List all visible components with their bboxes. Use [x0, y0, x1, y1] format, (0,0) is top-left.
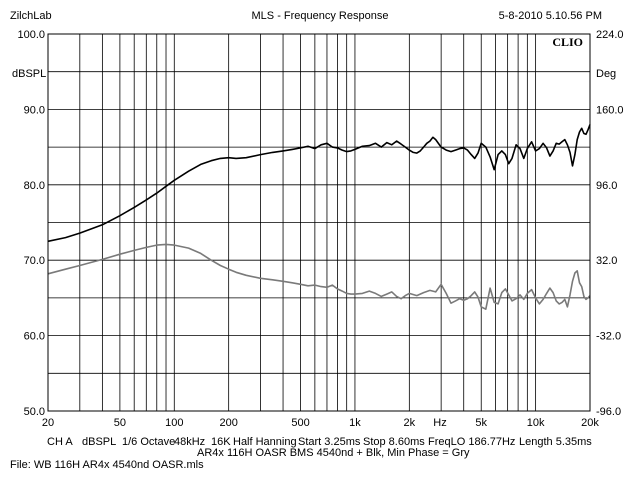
footer-size: 16K: [211, 436, 231, 448]
brand-label: ZilchLab: [10, 10, 52, 22]
x-tick-label: 500: [291, 417, 309, 429]
footer-window: Half Hanning: [233, 436, 297, 448]
timestamp-label: 5-8-2010 5.10.56 PM: [498, 10, 602, 22]
y-axis-label: dBSPL: [12, 68, 46, 80]
y2-tick-label: -32.0: [596, 331, 621, 343]
y2-axis-label: Deg: [596, 68, 616, 80]
footer-stop: Stop 8.60ms: [363, 436, 425, 448]
x-tick-label: 20: [42, 417, 54, 429]
x-tick-label: 100: [165, 417, 183, 429]
footer-rate: 48kHz: [174, 436, 206, 448]
y2-tick-label: 160.0: [596, 104, 624, 116]
x-tick-label: 20k: [581, 417, 599, 429]
series-magnitude-line: [47, 124, 591, 243]
series-min-phase-line: [47, 243, 591, 311]
y2-tick-label: 32.0: [596, 255, 617, 267]
y-tick-label: 80.0: [24, 180, 45, 192]
footer-length: Length 5.35ms: [519, 436, 592, 448]
x-unit-label: Hz: [433, 417, 446, 429]
x-tick-label: 200: [219, 417, 237, 429]
footer-start: Start 3.25ms: [298, 436, 361, 448]
y-tick-label: 100.0: [17, 29, 45, 41]
x-tick-label: 10k: [527, 417, 545, 429]
y-tick-label: 90.0: [24, 104, 45, 116]
footer-comment: AR4x 116H OASR BMS 4540nd + Blk, Min Pha…: [197, 447, 470, 459]
chart-title: MLS - Frequency Response: [251, 10, 389, 22]
footer-unit: dBSPL: [82, 436, 117, 448]
y2-tick-label: -96.0: [596, 406, 621, 418]
footer-file: File: WB 116H AR4x 4540nd OASR.mls: [10, 459, 204, 471]
y-tick-label: 70.0: [24, 255, 45, 267]
x-tick-label: 5k: [475, 417, 487, 429]
y2-tick-label: 224.0: [596, 29, 624, 41]
y-tick-label: 50.0: [24, 406, 45, 418]
chart-tick-labels: 20 50 100 200 500 1k 2k 5k 10k 20k 50.0 60.0 70.0 80.…: [17, 29, 623, 429]
chart-series: [47, 124, 591, 311]
y2-tick-label: 96.0: [596, 180, 617, 192]
footer-smoothing: 1/6 Octave: [122, 436, 176, 448]
x-tick-label: 50: [114, 417, 126, 429]
footer-channel: CH A: [47, 436, 73, 448]
y-tick-label: 60.0: [24, 331, 45, 343]
x-tick-label: 2k: [404, 417, 416, 429]
clio-logo: CLIO: [552, 35, 583, 49]
x-tick-label: 1k: [349, 417, 361, 429]
plot-frame: [47, 33, 591, 412]
footer-freqlo: FreqLO 186.77Hz: [428, 436, 516, 448]
chart-grid: [48, 34, 590, 411]
